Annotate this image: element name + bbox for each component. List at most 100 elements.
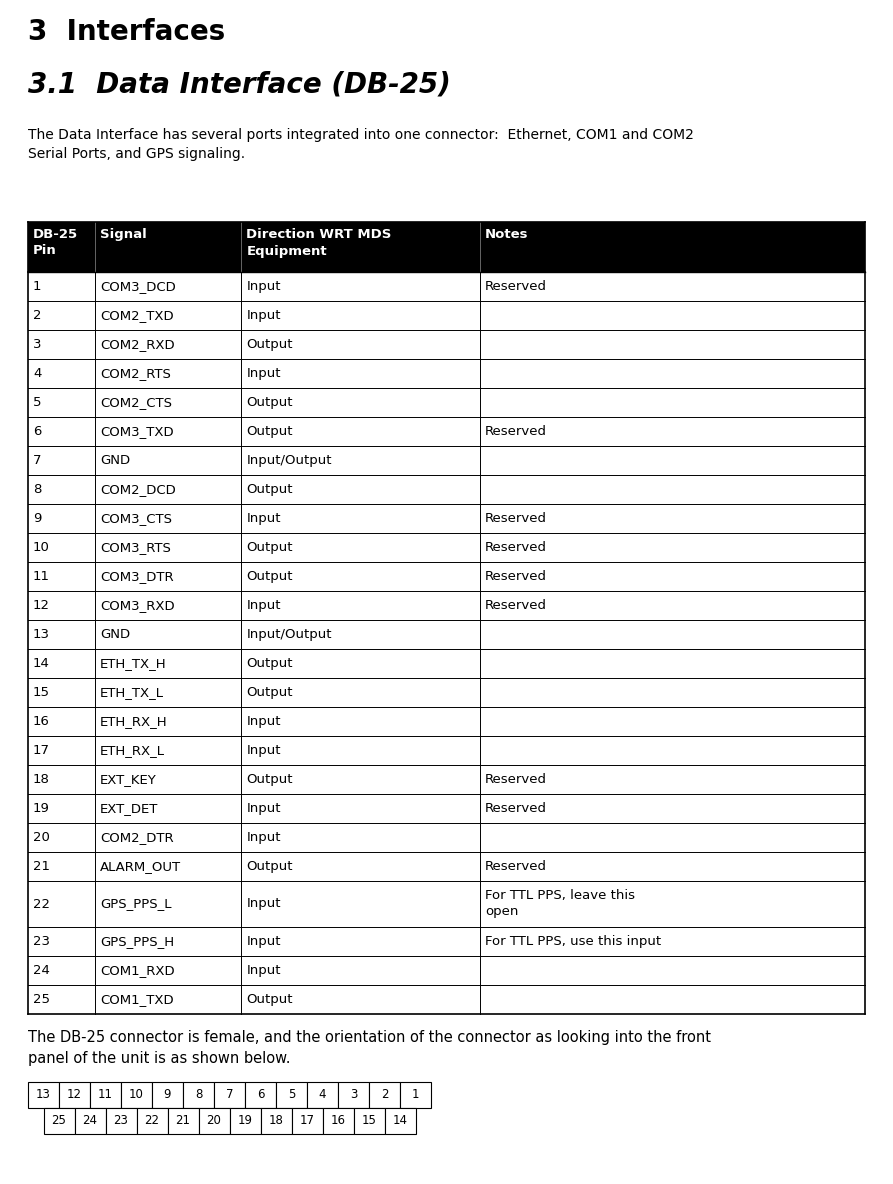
Bar [322, 1108, 354, 1134]
Text: Input: Input [246, 279, 281, 292]
Text: The Data Interface has several ports integrated into one connector:  Ethernet, C: The Data Interface has several ports int… [28, 128, 694, 161]
Text: COM2_DCD: COM2_DCD [100, 483, 176, 496]
Text: COM2_RXD: COM2_RXD [100, 337, 175, 350]
Text: 7: 7 [33, 453, 41, 466]
Text: 10: 10 [129, 1088, 144, 1101]
Text: Input: Input [246, 831, 281, 844]
Text: GND: GND [100, 628, 130, 641]
Text: 17: 17 [299, 1114, 314, 1127]
Text: 21: 21 [33, 860, 50, 873]
Text: 6: 6 [257, 1088, 264, 1101]
Text: COM2_DTR: COM2_DTR [100, 831, 173, 844]
Bar [214, 1082, 245, 1108]
Bar [230, 1108, 261, 1134]
Text: 12: 12 [67, 1088, 82, 1101]
Text: 5: 5 [288, 1088, 296, 1101]
Text: Output: Output [246, 657, 293, 670]
Text: For TTL PPS, leave this
open: For TTL PPS, leave this open [485, 889, 635, 919]
Text: 19: 19 [238, 1114, 253, 1127]
Text: 3  Interfaces: 3 Interfaces [28, 18, 225, 46]
Text: Input: Input [246, 367, 281, 380]
Bar [291, 1108, 322, 1134]
Text: 15: 15 [362, 1114, 377, 1127]
Bar [198, 1108, 230, 1134]
Text: Output: Output [246, 773, 293, 786]
Text: Output: Output [246, 425, 293, 438]
Text: Input/Output: Input/Output [246, 628, 332, 641]
Text: 12: 12 [33, 599, 50, 612]
Text: COM1_RXD: COM1_RXD [100, 964, 175, 977]
Text: 22: 22 [33, 897, 50, 910]
Text: 13: 13 [36, 1088, 51, 1101]
Text: 4: 4 [33, 367, 41, 380]
Text: 13: 13 [33, 628, 50, 641]
Text: EXT_DET: EXT_DET [100, 802, 158, 815]
Text: 7: 7 [226, 1088, 233, 1101]
Text: COM3_DCD: COM3_DCD [100, 279, 176, 292]
Bar [245, 1082, 276, 1108]
Text: 11: 11 [33, 570, 50, 583]
Text: 10: 10 [33, 541, 50, 554]
Text: Signal: Signal [100, 229, 146, 242]
Text: Reserved: Reserved [485, 773, 547, 786]
Text: Output: Output [246, 860, 293, 873]
Text: GPS_PPS_H: GPS_PPS_H [100, 935, 174, 948]
Text: Reserved: Reserved [485, 425, 547, 438]
Text: 3: 3 [350, 1088, 357, 1101]
Text: COM2_RTS: COM2_RTS [100, 367, 171, 380]
Bar [44, 1108, 74, 1134]
Bar [90, 1082, 121, 1108]
Bar [276, 1082, 307, 1108]
Text: Output: Output [246, 483, 293, 496]
Text: 25: 25 [33, 993, 50, 1006]
Text: 18: 18 [269, 1114, 283, 1127]
Bar [307, 1082, 338, 1108]
Text: For TTL PPS, use this input: For TTL PPS, use this input [485, 935, 661, 948]
Text: 20: 20 [33, 831, 50, 844]
Text: COM3_DTR: COM3_DTR [100, 570, 173, 583]
Text: Output: Output [246, 337, 293, 350]
Text: ETH_RX_L: ETH_RX_L [100, 744, 165, 757]
Text: 3.1  Data Interface (DB-25): 3.1 Data Interface (DB-25) [28, 70, 451, 98]
Text: 22: 22 [145, 1114, 160, 1127]
Text: 23: 23 [113, 1114, 129, 1127]
Text: 9: 9 [33, 511, 41, 525]
Text: 1: 1 [412, 1088, 419, 1101]
Text: COM2_TXD: COM2_TXD [100, 309, 173, 322]
Text: Input: Input [246, 897, 281, 910]
Bar [385, 1108, 415, 1134]
Text: DB-25
Pin: DB-25 Pin [33, 229, 78, 257]
Text: Reserved: Reserved [485, 570, 547, 583]
Text: Input/Output: Input/Output [246, 453, 332, 466]
Text: 2: 2 [33, 309, 41, 322]
Bar [59, 1082, 90, 1108]
Text: Reserved: Reserved [485, 279, 547, 292]
Text: 19: 19 [33, 802, 50, 815]
Text: EXT_KEY: EXT_KEY [100, 773, 156, 786]
Bar [137, 1108, 168, 1134]
Bar [105, 1108, 137, 1134]
Text: 8: 8 [33, 483, 41, 496]
Text: 14: 14 [33, 657, 50, 670]
Text: 3: 3 [33, 337, 41, 350]
Text: 20: 20 [206, 1114, 221, 1127]
Text: 21: 21 [176, 1114, 190, 1127]
Text: Reserved: Reserved [485, 802, 547, 815]
Text: ETH_TX_L: ETH_TX_L [100, 686, 164, 699]
Bar [28, 223, 865, 272]
Text: Reserved: Reserved [485, 599, 547, 612]
Bar [400, 1082, 431, 1108]
Text: 5: 5 [33, 395, 41, 408]
Text: 24: 24 [82, 1114, 97, 1127]
Text: ETH_TX_H: ETH_TX_H [100, 657, 167, 670]
Text: 11: 11 [98, 1088, 113, 1101]
Bar [152, 1082, 183, 1108]
Text: 1: 1 [33, 279, 41, 292]
Text: 17: 17 [33, 744, 50, 757]
Bar [28, 1082, 59, 1108]
Text: Output: Output [246, 993, 293, 1006]
Text: COM3_TXD: COM3_TXD [100, 425, 173, 438]
Text: Input: Input [246, 309, 281, 322]
Text: Direction WRT MDS
Equipment: Direction WRT MDS Equipment [246, 229, 392, 257]
Text: COM3_RTS: COM3_RTS [100, 541, 171, 554]
